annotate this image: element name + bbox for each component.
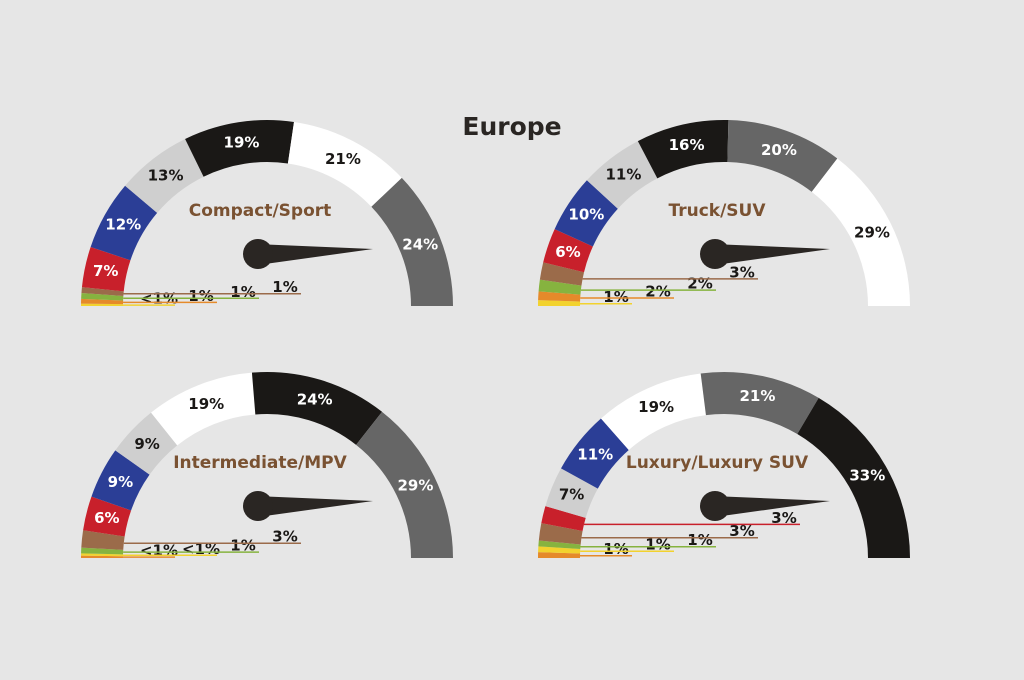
segment-label: 2% [687,275,712,293]
needle [712,496,830,516]
segment-label: 21% [740,387,776,405]
segment-label: 1% [230,283,255,301]
gauge-segment [539,262,585,286]
needle-hub [700,239,730,269]
segment-label: 1% [230,537,255,555]
gauge-segment [538,279,582,295]
segment-label: 3% [771,509,796,527]
gauge-segment [700,371,819,435]
gauge-segment [554,180,618,247]
segment-label: 1% [272,278,297,296]
gauge-segment [83,496,132,537]
gauge-segment [541,506,586,532]
segment-label: 11% [606,166,642,184]
gauge-title: Luxury/Luxury SUV [626,453,809,473]
gauge-segment [371,177,453,306]
page-title: Europe [462,112,562,141]
gauge-segment [561,418,629,489]
gauge-segment [81,293,124,301]
gauge-title: Truck/SUV [668,201,766,221]
segment-label: 33% [849,467,885,485]
gauge-segment [545,468,598,518]
needle-hub [243,239,273,269]
needle [712,244,830,264]
segment-label: 3% [272,528,297,546]
segment-label: 24% [297,391,333,409]
gauge-segment [727,120,838,192]
segment-label: 29% [397,476,433,494]
segment-label: 19% [188,395,224,413]
gauge-segment [81,530,125,550]
gauge-segment [538,291,581,302]
segment-label: 24% [402,235,438,253]
segment-label: 20% [761,141,797,159]
gauge-segment [538,523,583,545]
segment-label: 19% [224,133,260,151]
gauge-title: Compact/Sport [189,201,332,221]
segment-label: 10% [568,206,604,224]
gauge-segment [251,372,383,445]
gauge-segment [811,158,910,306]
gauge-0: <1% 1% 1% 1%7%12%13%19%21%24%Compact/Sport [81,120,453,308]
gauge-segment [81,303,124,306]
segment-label: 12% [105,216,141,234]
gauge-segment [115,412,178,475]
gauge-segment [125,139,204,213]
gauge-segment [151,372,256,446]
segment-label: 6% [555,243,580,261]
gauge-segment [81,555,124,558]
gauge-title: Intermediate/MPV [173,453,347,473]
segment-label: 6% [94,509,119,527]
needle [255,496,373,516]
gauge-segment [600,373,706,450]
gauge-segment [90,185,158,261]
gauge-segment [81,287,124,296]
gauge-3: 1% 1% 1% 3% 3% 7% 11% 19% 21% 33% Luxury/Luxury SU… [538,371,910,558]
gauge-1: 1% 2% 2% 3% 6% 10% 11% 16% 20% 29% Truck/SUV [538,120,910,306]
gauge-segment [81,547,124,555]
segment-label: 19% [638,398,674,416]
segment-label: 9% [134,435,159,453]
segment-label: 3% [729,522,754,540]
gauge-segment [538,546,581,554]
gauge-segment [356,411,453,558]
segment-label: 1% [603,540,628,558]
segment-label: <1% [182,540,220,558]
gauge-2: <1% <1% 1% 3% 6% 9% 9% 19% 24% 29% Intermediate/MP… [81,372,453,560]
gauge-segment [538,300,581,306]
segment-label: 11% [577,445,613,463]
segment-label: 7% [559,485,584,503]
gauge-segment [91,450,150,511]
segment-label: 21% [325,150,361,168]
segment-label: 1% [188,287,213,305]
gauge-segment [538,552,581,558]
segment-label: 7% [93,262,118,280]
segment-label: 9% [108,473,133,491]
segment-label: 2% [645,283,670,301]
segment-label: 16% [669,136,705,154]
gauge-segment [81,246,131,292]
gauge-segment [543,229,593,273]
gauge-segment [586,141,658,209]
segment-label: <1% [140,542,178,560]
segment-label: 1% [687,531,712,549]
segment-label: 13% [148,166,184,184]
gauge-segment [81,298,124,305]
gauge-segment [185,120,295,177]
needle-hub [700,491,730,521]
gauge-segment [797,397,910,558]
segment-label: 1% [603,288,628,306]
gauge-segment [81,553,124,557]
gauge-segment [287,121,402,207]
segment-label: 29% [854,224,890,242]
gauge-segment [637,120,729,179]
needle [255,244,373,264]
segment-label: 1% [645,536,670,554]
gauge-segment [538,540,581,549]
segment-label: 3% [729,263,754,281]
needle-hub [243,491,273,521]
